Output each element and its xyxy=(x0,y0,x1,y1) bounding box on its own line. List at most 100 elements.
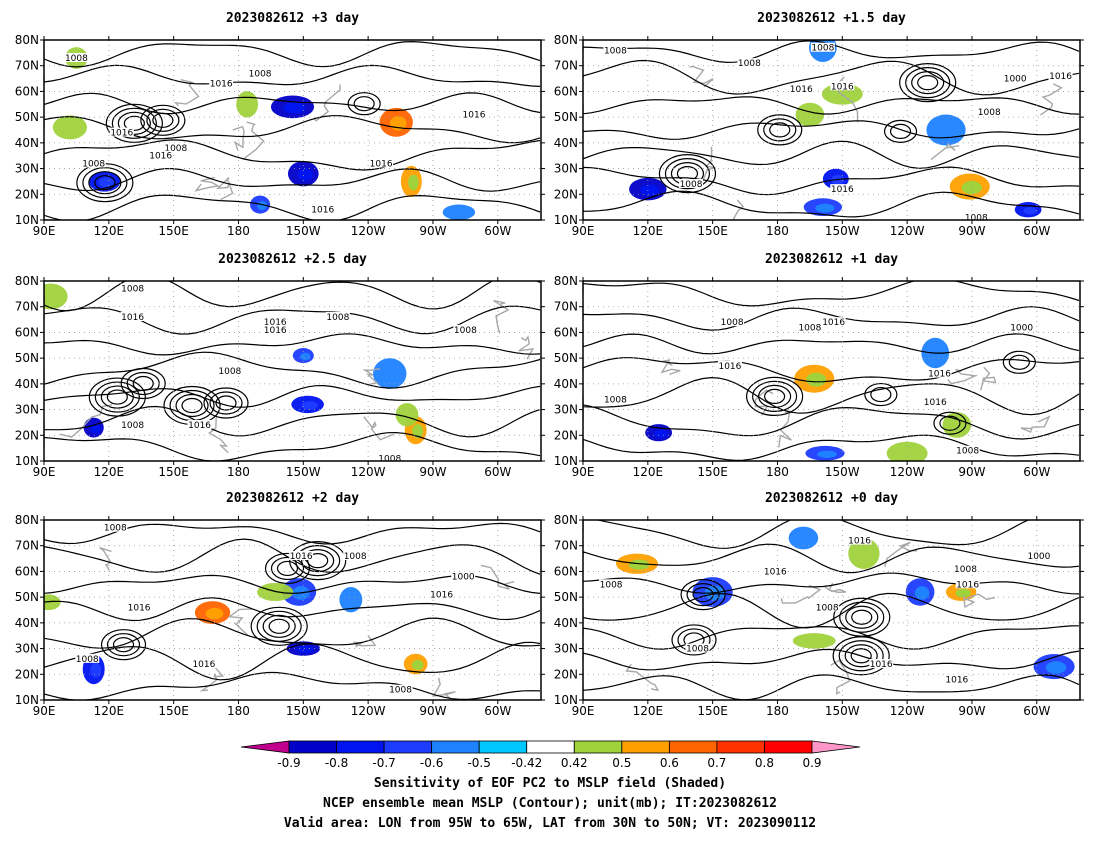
contour-label-bg xyxy=(599,579,624,589)
contour-label-bg xyxy=(120,312,145,321)
y-tick-label: 30N xyxy=(15,162,39,176)
x-tick-label: 150E xyxy=(697,704,728,718)
contour-label: 1008 xyxy=(378,454,401,464)
pressure-center-ring xyxy=(181,397,203,414)
shaded-region-core xyxy=(914,586,930,600)
contour-label: 1016 xyxy=(110,129,133,139)
contour-label: 1016 xyxy=(822,318,845,328)
y-tick-label: 10N xyxy=(554,454,578,468)
y-tick-label: 70N xyxy=(15,539,39,553)
x-tick-label: 150W xyxy=(286,224,321,238)
x-tick-label: 90E xyxy=(572,465,595,479)
shaded-region-core xyxy=(1023,206,1037,215)
pressure-center-ring xyxy=(106,633,141,657)
isobar-contour xyxy=(44,384,541,408)
contour-label: 1008 xyxy=(978,108,1001,118)
isobar-contour xyxy=(44,351,541,389)
y-tick-label: 50N xyxy=(15,110,39,124)
pressure-center-ring xyxy=(209,391,243,415)
isobar-contour xyxy=(583,59,1080,96)
x-tick-label: 90W xyxy=(419,224,446,238)
shaded-region-core xyxy=(297,168,313,182)
pressure-center-ring xyxy=(112,637,135,653)
shaded-region-core xyxy=(205,607,224,620)
contour-label: 1016 xyxy=(121,313,144,323)
isobar-contour xyxy=(44,405,541,438)
contour-label-bg xyxy=(209,78,234,88)
shaded-region-core xyxy=(628,559,650,570)
contour-label: 1008 xyxy=(721,318,744,328)
coastline xyxy=(824,582,847,593)
panel-title: 2023082612 +2 day xyxy=(226,491,359,506)
coastline xyxy=(1020,415,1051,433)
x-tick-label: 150W xyxy=(286,704,321,718)
contour-label: 1008 xyxy=(604,395,627,405)
pressure-center-ring xyxy=(175,393,209,418)
contour-label: 1016 xyxy=(945,675,968,685)
contour-label-bg xyxy=(679,179,704,188)
pressure-center-ring xyxy=(203,387,249,419)
x-tick-label: 180 xyxy=(227,465,250,479)
colorbar-tick-label: -0.7 xyxy=(372,756,395,770)
pressure-center-ring xyxy=(692,587,714,603)
coastline xyxy=(689,65,714,88)
pressure-center-ring xyxy=(757,114,803,146)
coastline xyxy=(780,584,822,604)
pressure-center-ring xyxy=(270,556,305,581)
isobar-contour xyxy=(583,648,1080,671)
pressure-center-ring xyxy=(850,648,872,664)
shaded-region xyxy=(395,402,419,427)
shaded-region xyxy=(848,537,880,569)
x-tick-label: 120W xyxy=(351,224,386,238)
pressure-center-ring xyxy=(215,395,237,411)
contour-label: 1016 xyxy=(848,537,871,547)
contour-label-bg xyxy=(388,684,413,694)
x-tick-label: 60W xyxy=(1023,704,1050,718)
contour-label: 1008 xyxy=(121,285,144,295)
isobar-contour xyxy=(583,520,1030,549)
colorbar-tick-label: -0.9 xyxy=(277,756,300,770)
y-tick-label: 10N xyxy=(15,693,39,707)
x-tick-label: 120E xyxy=(633,704,664,718)
contour-label-bg xyxy=(953,563,978,573)
y-tick-label: 50N xyxy=(554,110,578,124)
coastline xyxy=(227,608,252,636)
x-tick-label: 90W xyxy=(958,224,985,238)
isobar-contour xyxy=(44,167,541,192)
y-tick-label: 60N xyxy=(15,325,39,339)
contour-label: 1008 xyxy=(218,367,241,377)
y-tick-label: 20N xyxy=(15,428,39,442)
shaded-region-core xyxy=(815,203,835,213)
x-tick-label: 120W xyxy=(890,465,925,479)
y-tick-label: 80N xyxy=(554,274,578,288)
colorbar-tick-label: -0.6 xyxy=(420,756,443,770)
x-tick-label: 90E xyxy=(572,224,595,238)
contour-label-bg xyxy=(453,324,478,334)
x-tick-label: 90W xyxy=(958,465,985,479)
coastline xyxy=(625,663,660,692)
x-tick-label: 150W xyxy=(825,465,860,479)
pressure-center-ring xyxy=(250,606,308,646)
x-tick-label: 180 xyxy=(766,704,789,718)
y-tick-label: 50N xyxy=(15,351,39,365)
x-tick-label: 60W xyxy=(484,224,511,238)
pressure-center-ring xyxy=(262,614,296,638)
pressure-center-ring xyxy=(347,92,381,116)
panel-content: 1008 1016 1008 1000 1016 1016 1008 1016 1008 xyxy=(44,520,541,700)
colorbar-tick-label: 0.8 xyxy=(755,756,774,770)
pressure-center-ring xyxy=(88,171,122,195)
y-tick-label: 80N xyxy=(15,33,39,47)
x-tick-label: 120E xyxy=(633,224,664,238)
isobar-contour xyxy=(583,281,1080,307)
pressure-center-ring xyxy=(671,624,717,656)
x-tick-label: 60W xyxy=(1023,465,1050,479)
contour-label-bg xyxy=(109,127,134,137)
contour-label-bg xyxy=(451,571,476,581)
contour-label: 1016 xyxy=(370,159,393,169)
contour-label-bg xyxy=(977,107,1002,116)
x-tick-label: 180 xyxy=(227,704,250,718)
contour-label: 1008 xyxy=(76,655,99,665)
isobar-contour xyxy=(583,404,1080,440)
